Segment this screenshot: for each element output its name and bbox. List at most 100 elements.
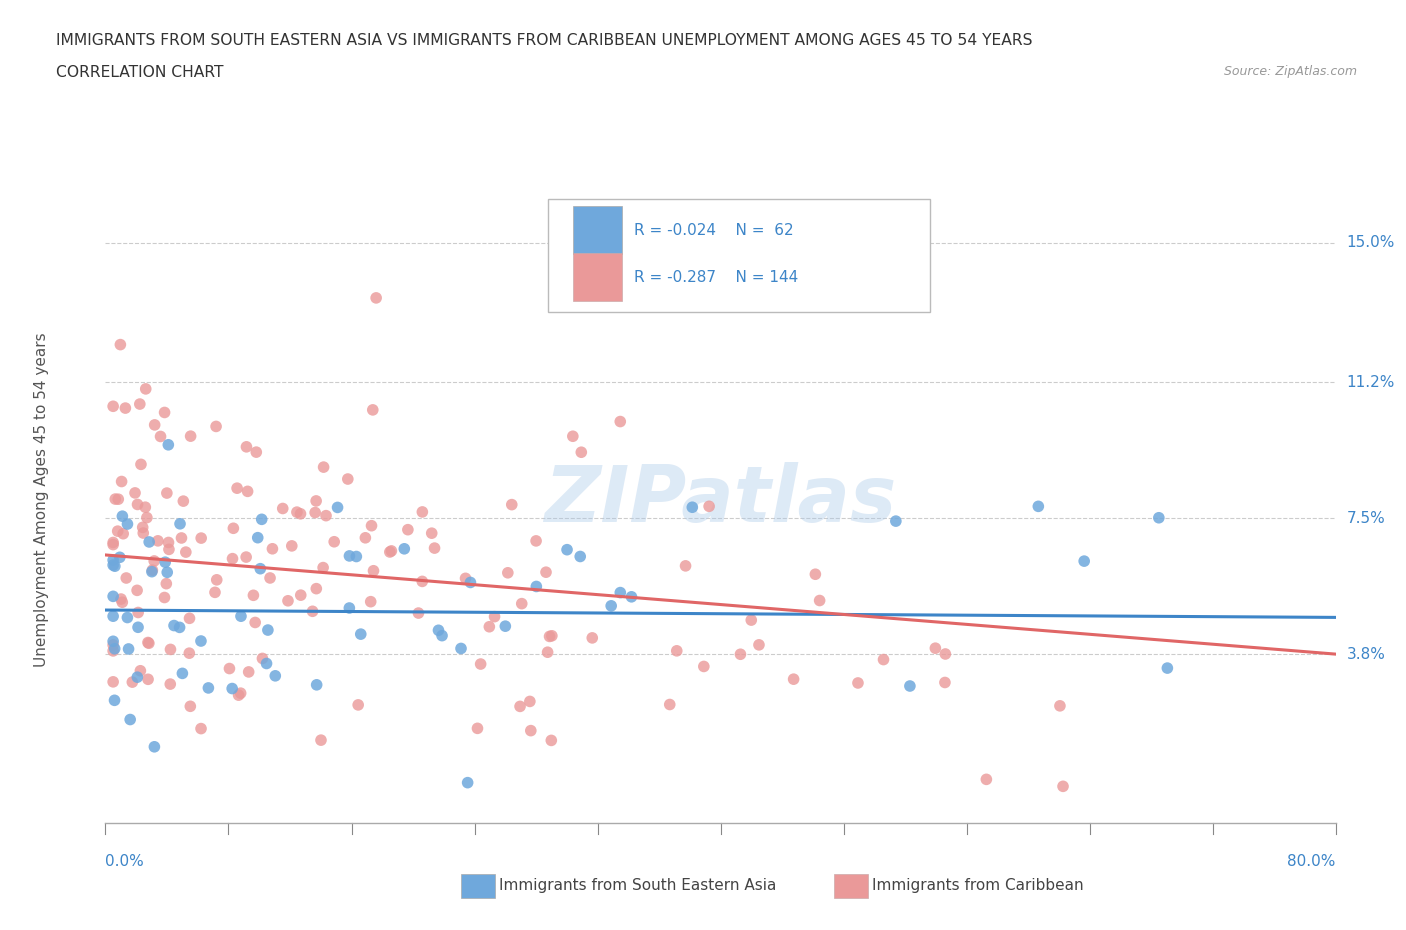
Text: Immigrants from South Eastern Asia: Immigrants from South Eastern Asia [499, 878, 776, 893]
Point [101, 535, 124, 550]
Point [609, 414, 631, 429]
Point [101, 538, 124, 552]
Point [104, 559, 127, 574]
Text: 80.0%: 80.0% [1288, 854, 1336, 869]
FancyBboxPatch shape [574, 206, 621, 254]
Point [524, 579, 547, 594]
Point [127, 583, 149, 598]
Point [121, 674, 143, 689]
Point [1073, 553, 1095, 568]
Point [156, 565, 179, 579]
Point [101, 558, 124, 573]
Point [257, 622, 280, 637]
Point [569, 549, 592, 564]
Point [281, 538, 304, 553]
Point [172, 494, 194, 509]
Point [290, 506, 312, 521]
Point [600, 598, 623, 613]
Point [101, 674, 124, 689]
Point [120, 712, 142, 727]
Point [304, 505, 326, 520]
Point [808, 593, 831, 608]
Point [264, 669, 287, 684]
Point [494, 618, 516, 633]
Point [665, 644, 688, 658]
Point [104, 492, 127, 507]
Point [378, 545, 401, 560]
Text: Unemployment Among Ages 45 to 54 years: Unemployment Among Ages 45 to 54 years [34, 333, 49, 667]
Point [336, 472, 359, 486]
Point [135, 381, 157, 396]
Point [101, 644, 124, 658]
Point [190, 633, 212, 648]
Point [467, 721, 489, 736]
Point [681, 499, 703, 514]
Point [112, 526, 135, 541]
Point [1026, 498, 1049, 513]
Point [509, 699, 531, 714]
Point [411, 504, 433, 519]
Point [228, 687, 250, 702]
Point [484, 609, 506, 624]
Point [347, 698, 370, 712]
Point [238, 664, 260, 679]
Point [675, 558, 697, 573]
Point [350, 627, 373, 642]
Point [146, 534, 169, 549]
Point [366, 290, 388, 305]
Point [170, 530, 193, 545]
FancyBboxPatch shape [548, 199, 929, 312]
Point [174, 545, 197, 560]
Point [229, 609, 252, 624]
Point [538, 629, 561, 644]
Point [250, 512, 273, 526]
Point [101, 399, 124, 414]
Point [157, 535, 180, 550]
Text: ZIPatlas: ZIPatlas [544, 462, 897, 538]
Point [205, 572, 228, 587]
Point [540, 733, 562, 748]
Text: Source: ZipAtlas.com: Source: ZipAtlas.com [1223, 65, 1357, 78]
Point [205, 419, 228, 434]
Point [730, 647, 752, 662]
Text: Immigrants from Caribbean: Immigrants from Caribbean [872, 878, 1084, 893]
FancyBboxPatch shape [574, 253, 621, 301]
Point [110, 474, 132, 489]
Point [110, 338, 132, 352]
Point [229, 685, 252, 700]
Point [111, 595, 134, 610]
Point [249, 562, 271, 577]
Point [259, 570, 281, 585]
Point [141, 565, 163, 579]
Point [555, 542, 578, 557]
Point [124, 485, 146, 500]
Text: R = -0.024    N =  62: R = -0.024 N = 62 [634, 223, 794, 238]
Point [131, 520, 153, 535]
Point [226, 481, 249, 496]
Point [172, 666, 194, 681]
Text: R = -0.287    N = 144: R = -0.287 N = 144 [634, 270, 799, 285]
Point [534, 565, 557, 579]
Point [117, 642, 139, 657]
Point [143, 553, 166, 568]
Text: 3.8%: 3.8% [1347, 646, 1386, 661]
Point [460, 575, 482, 590]
Point [190, 721, 212, 736]
Point [430, 628, 453, 643]
Point [128, 396, 150, 411]
Point [101, 589, 124, 604]
Point [1147, 511, 1170, 525]
Point [132, 525, 155, 540]
Point [323, 535, 346, 550]
Point [326, 500, 349, 515]
Point [884, 513, 907, 528]
Point [235, 439, 257, 454]
Text: 7.5%: 7.5% [1347, 511, 1385, 525]
Point [156, 485, 179, 500]
Point [360, 594, 382, 609]
Point [242, 588, 264, 603]
Point [782, 671, 804, 686]
Point [221, 681, 243, 696]
Point [394, 541, 416, 556]
Point [179, 645, 201, 660]
